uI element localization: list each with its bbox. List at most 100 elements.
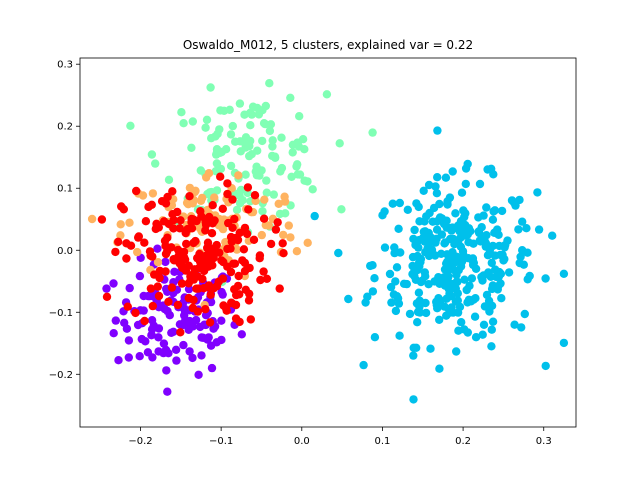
data-point-cluster-5 — [141, 217, 151, 226]
data-point-cluster-2 — [412, 299, 422, 308]
data-point-cluster-5 — [154, 223, 163, 232]
data-point-cluster-2 — [310, 211, 319, 221]
data-point-cluster-2 — [359, 360, 368, 370]
data-point-cluster-2 — [391, 306, 401, 316]
data-point-cluster-5 — [229, 259, 238, 268]
data-point-cluster-5 — [140, 316, 149, 326]
data-point-cluster-2 — [487, 258, 496, 268]
data-point-cluster-5 — [122, 254, 131, 263]
data-point-cluster-2 — [420, 227, 430, 236]
data-point-cluster-2 — [453, 308, 463, 317]
data-point-cluster-5 — [176, 328, 185, 337]
data-point-cluster-3 — [253, 146, 262, 155]
data-point-cluster-5 — [275, 284, 284, 293]
data-point-cluster-2 — [435, 315, 444, 324]
data-point-cluster-2 — [368, 287, 378, 296]
data-point-cluster-4 — [125, 218, 134, 227]
data-point-cluster-3 — [207, 134, 216, 143]
data-point-cluster-3 — [262, 188, 271, 197]
data-point-cluster-4 — [116, 231, 125, 240]
data-point-cluster-2 — [477, 272, 486, 282]
data-point-cluster-3 — [226, 130, 236, 139]
data-point-cluster-1 — [169, 327, 178, 336]
data-point-cluster-1 — [197, 351, 206, 360]
data-point-cluster-2 — [459, 231, 468, 240]
data-point-cluster-3 — [240, 110, 249, 119]
data-point-cluster-1 — [147, 316, 157, 325]
x-axis: −0.2 −0.1 0.0 0.1 0.2 0.3 — [128, 427, 552, 447]
data-point-cluster-4 — [116, 220, 125, 229]
data-point-cluster-2 — [488, 317, 498, 326]
data-point-cluster-1 — [217, 316, 226, 325]
data-point-cluster-2 — [458, 247, 468, 256]
data-point-cluster-3 — [126, 121, 135, 130]
data-point-cluster-5 — [111, 247, 120, 257]
data-point-cluster-2 — [388, 199, 397, 208]
data-point-cluster-3 — [228, 121, 237, 131]
data-point-cluster-5 — [273, 218, 282, 227]
data-point-cluster-2 — [461, 179, 470, 189]
data-point-cluster-2 — [497, 206, 507, 216]
data-point-cluster-2 — [493, 285, 502, 294]
data-point-cluster-1 — [109, 279, 118, 288]
data-point-cluster-2 — [390, 243, 399, 252]
data-point-cluster-5 — [256, 275, 265, 285]
data-point-cluster-2 — [485, 246, 494, 255]
data-point-cluster-2 — [471, 264, 481, 273]
data-point-cluster-5 — [255, 254, 264, 263]
x-tick-label: −0.1 — [209, 436, 233, 447]
data-point-cluster-5 — [249, 235, 259, 244]
data-point-cluster-3 — [252, 171, 262, 180]
data-point-cluster-5 — [140, 238, 149, 247]
data-point-cluster-5 — [203, 238, 213, 247]
data-point-cluster-1 — [143, 348, 153, 357]
x-tick-label: 0.0 — [294, 436, 310, 447]
data-point-cluster-5 — [195, 257, 205, 266]
data-point-cluster-4 — [260, 195, 269, 204]
data-point-cluster-5 — [271, 225, 281, 234]
data-point-cluster-5 — [279, 249, 288, 258]
data-point-cluster-5 — [239, 245, 249, 254]
data-point-cluster-3 — [206, 83, 215, 92]
data-point-cluster-2 — [409, 395, 418, 404]
data-point-cluster-1 — [170, 267, 179, 276]
data-point-cluster-5 — [205, 318, 215, 327]
data-point-cluster-2 — [486, 272, 495, 281]
data-point-cluster-1 — [147, 325, 157, 334]
data-point-cluster-2 — [448, 248, 457, 257]
data-point-cluster-4 — [286, 233, 295, 242]
data-point-cluster-2 — [496, 269, 506, 278]
data-point-cluster-3 — [300, 176, 309, 185]
chart-title: Oswaldo_M012, 5 clusters, explained var … — [183, 38, 473, 52]
data-point-cluster-5 — [228, 195, 237, 204]
data-point-cluster-5 — [189, 295, 198, 305]
data-point-cluster-2 — [344, 294, 353, 304]
data-point-cluster-5 — [175, 224, 184, 233]
data-point-cluster-2 — [469, 239, 478, 248]
data-point-cluster-2 — [431, 182, 440, 191]
data-point-cluster-2 — [433, 173, 442, 182]
data-point-cluster-4 — [279, 230, 288, 240]
data-point-cluster-1 — [162, 366, 171, 375]
data-point-cluster-2 — [386, 282, 396, 292]
data-point-cluster-2 — [516, 252, 525, 261]
data-point-cluster-2 — [460, 325, 469, 334]
data-point-cluster-3 — [164, 175, 174, 184]
data-point-cluster-1 — [161, 257, 170, 267]
data-point-cluster-2 — [366, 261, 375, 271]
data-point-cluster-2 — [559, 269, 569, 278]
data-point-cluster-5 — [164, 297, 173, 306]
data-point-cluster-1 — [135, 271, 145, 281]
data-point-cluster-3 — [215, 125, 224, 134]
data-point-cluster-2 — [421, 272, 430, 281]
data-point-cluster-2 — [514, 225, 523, 234]
data-point-cluster-2 — [541, 274, 550, 283]
data-point-cluster-3 — [179, 119, 188, 128]
data-point-cluster-1 — [159, 339, 169, 348]
data-point-cluster-1 — [102, 284, 111, 293]
data-point-cluster-2 — [479, 320, 489, 329]
data-point-cluster-3 — [247, 110, 256, 119]
y-tick-label: 0.2 — [57, 122, 73, 133]
data-point-cluster-3 — [286, 93, 295, 103]
data-point-cluster-3 — [270, 152, 280, 161]
